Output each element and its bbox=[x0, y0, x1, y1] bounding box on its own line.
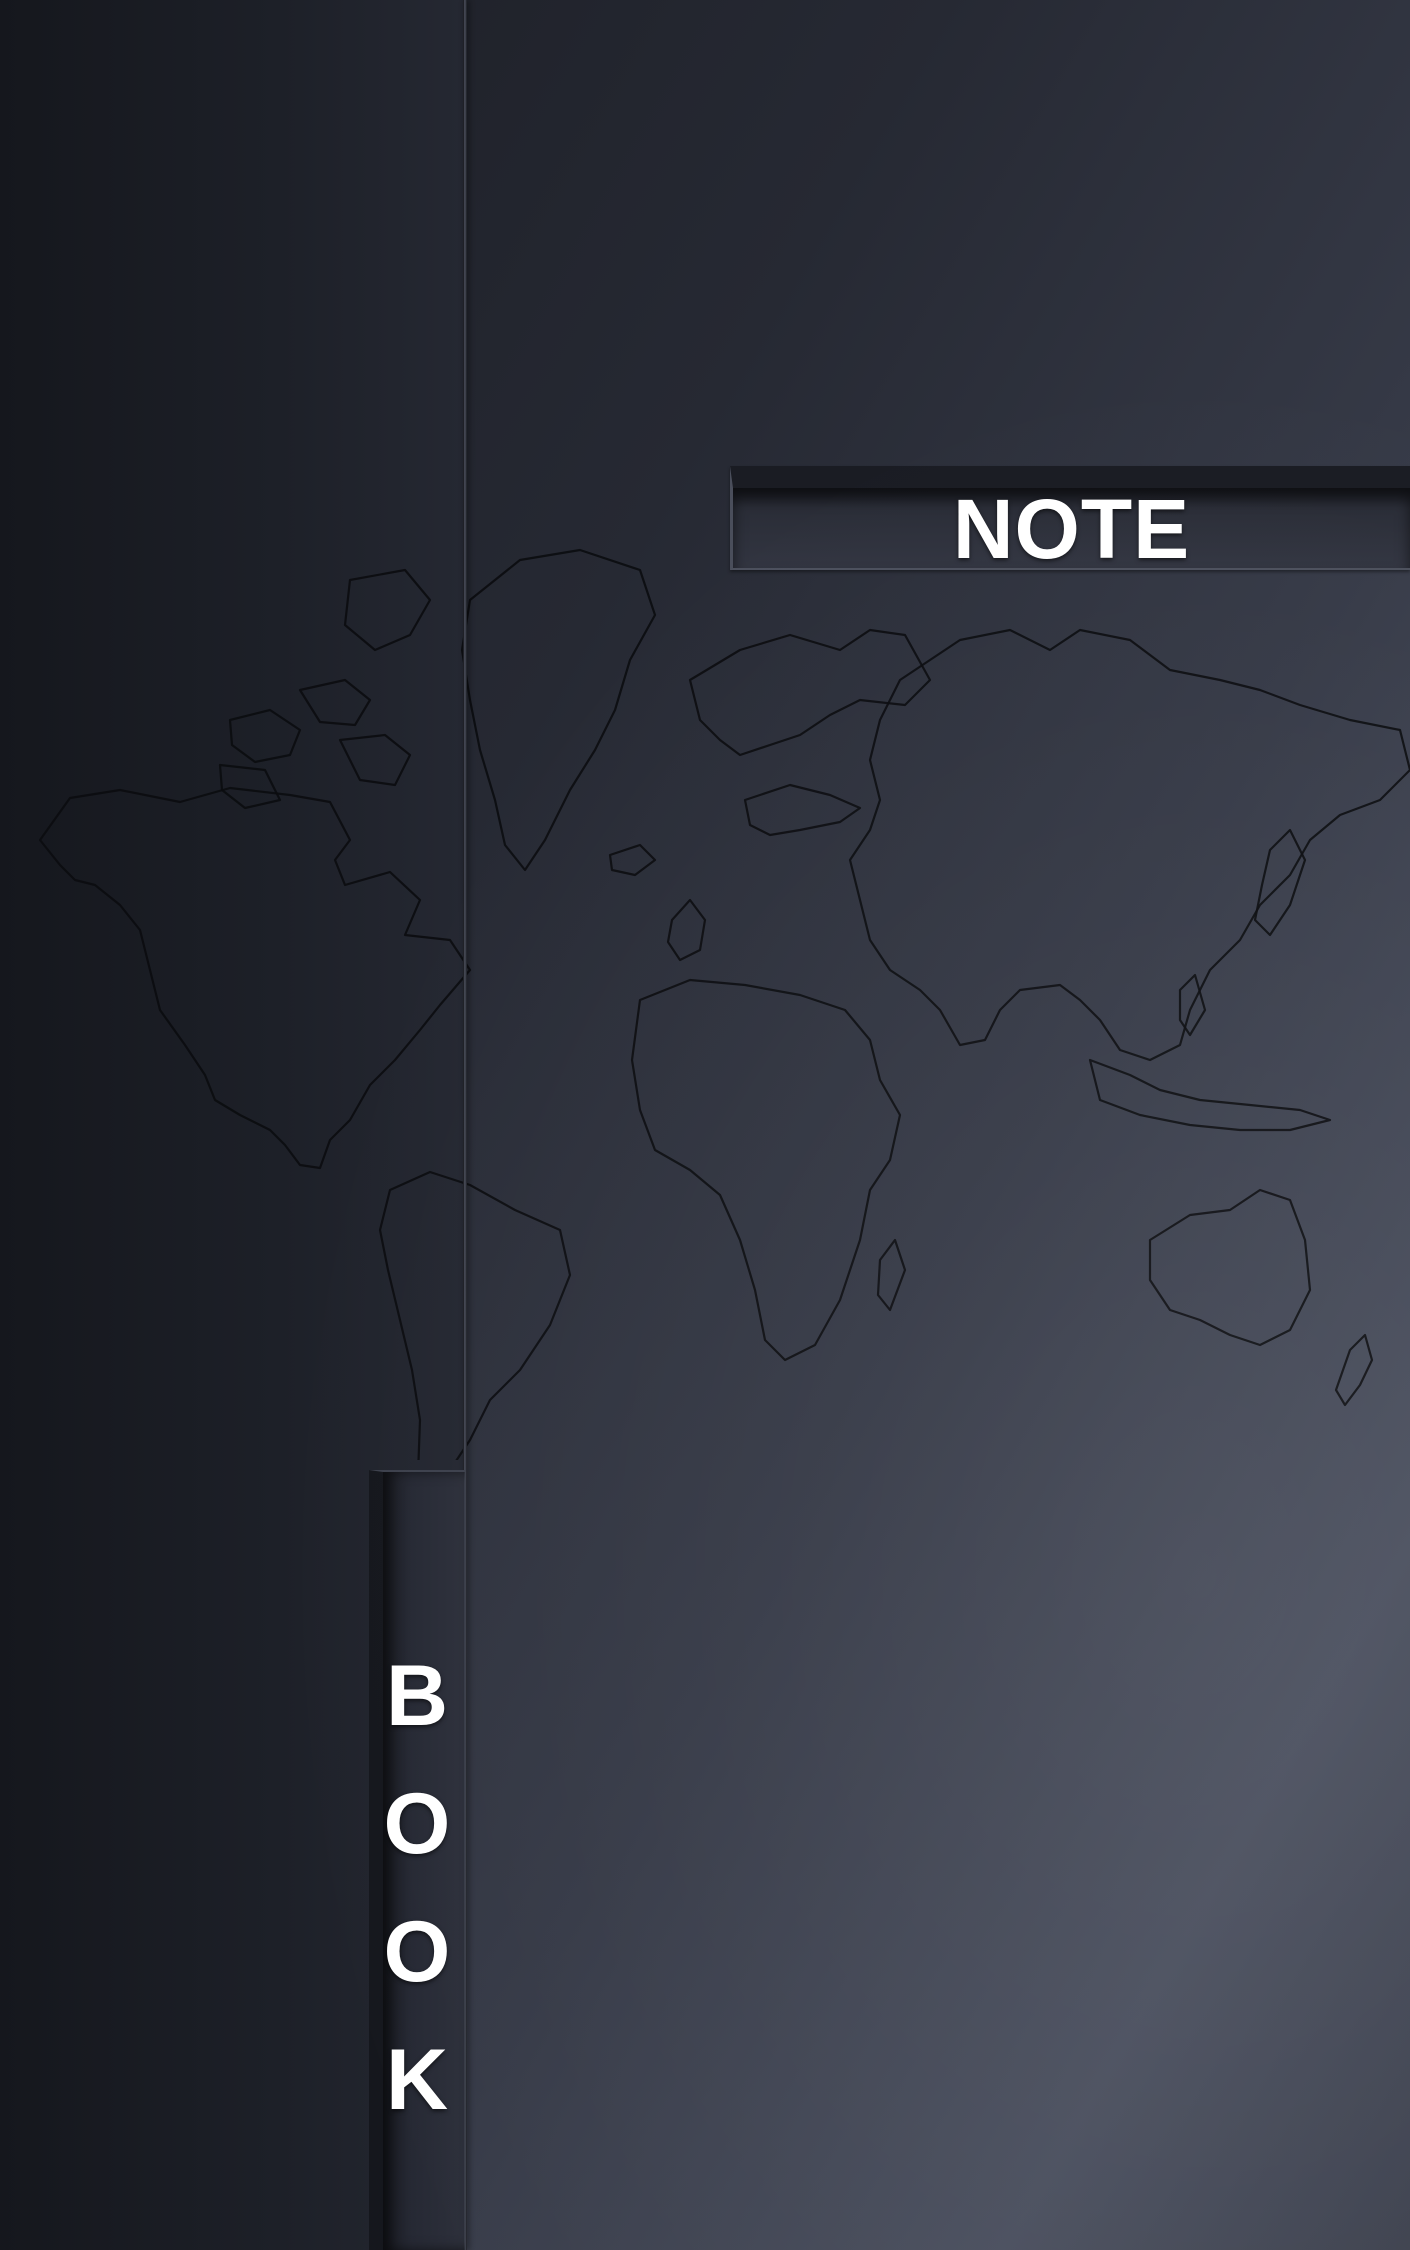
continent-australia bbox=[1148, 1188, 1312, 1347]
island-japan bbox=[1253, 828, 1307, 937]
island-british-isles bbox=[666, 898, 707, 962]
islands-southeast-asia bbox=[1088, 973, 1332, 1132]
spine-title: B O O K bbox=[369, 1632, 465, 2144]
title-label-plate: NOTE bbox=[730, 466, 1410, 576]
continent-europe bbox=[688, 628, 932, 837]
spine-letter: B bbox=[385, 1648, 449, 1744]
continent-greenland bbox=[460, 548, 657, 872]
spine-letter: O bbox=[383, 1904, 451, 2000]
spine-letter: K bbox=[385, 2032, 449, 2128]
island-iceland bbox=[608, 843, 657, 877]
continent-africa bbox=[630, 978, 907, 1362]
cover-title: NOTE bbox=[952, 482, 1191, 576]
spine-letter: O bbox=[383, 1776, 451, 1872]
spine-divider bbox=[463, 0, 467, 2250]
spine-tab: B O O K bbox=[369, 1470, 465, 2250]
continent-asia bbox=[848, 628, 1410, 1062]
island-new-zealand bbox=[1334, 1333, 1374, 1407]
